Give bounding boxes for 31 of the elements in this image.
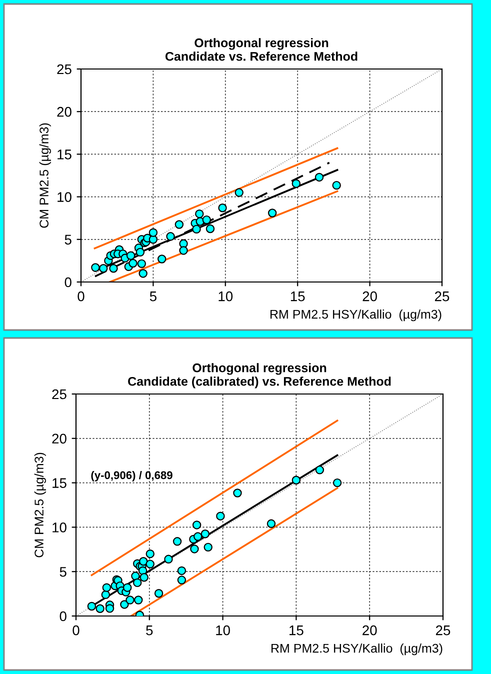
x-tick-label: 15 (290, 292, 305, 302)
x-tick-label: 0 (78, 291, 84, 302)
y-axis-title: CM PM2.5 (µg/m3) (34, 452, 46, 558)
x-axis-title: RM PM2.5 HSY/Kallio (µg/m3) (272, 644, 442, 656)
x-tick-label: 10 (216, 625, 230, 636)
x-tick-label: 20 (362, 291, 377, 302)
x-tick-label: 15 (290, 626, 304, 636)
annotation: (y-0,906) / 0,689 (91, 470, 172, 482)
y-tick-label: 5 (60, 567, 66, 577)
chart-title: Orthogonal regression Candidate vs. Reference Method (165, 38, 358, 61)
y-axis-title: CM PM2.5 (µg/m3) (39, 123, 51, 228)
y-tick-label: 5 (64, 234, 72, 245)
y-tick-label: 25 (52, 389, 66, 400)
chart-title: Orthogonal regression Candidate (calibrated) vs. Reference Method (128, 363, 391, 388)
x-tick-label: 20 (362, 625, 377, 636)
x-tick-label: 5 (150, 292, 156, 302)
x-tick-label: 25 (436, 625, 450, 636)
y-tick-label: 0 (60, 611, 66, 622)
x-tick-label: 5 (146, 626, 153, 636)
x-tick-label: 0 (72, 625, 80, 636)
y-tick-label: 15 (52, 478, 66, 488)
x-axis-title: RM PM2.5 HSY/Kallio (µg/m3) (270, 310, 442, 322)
y-tick-label: 0 (64, 277, 72, 288)
y-tick-label: 15 (58, 150, 72, 160)
x-tick-label: 10 (218, 291, 233, 302)
y-tick-label: 10 (52, 522, 66, 532)
y-tick-label: 10 (58, 192, 72, 202)
y-tick-label: 20 (57, 106, 72, 117)
x-tick-label: 25 (434, 291, 450, 302)
y-tick-label: 20 (52, 434, 66, 444)
y-tick-label: 25 (57, 64, 72, 74)
